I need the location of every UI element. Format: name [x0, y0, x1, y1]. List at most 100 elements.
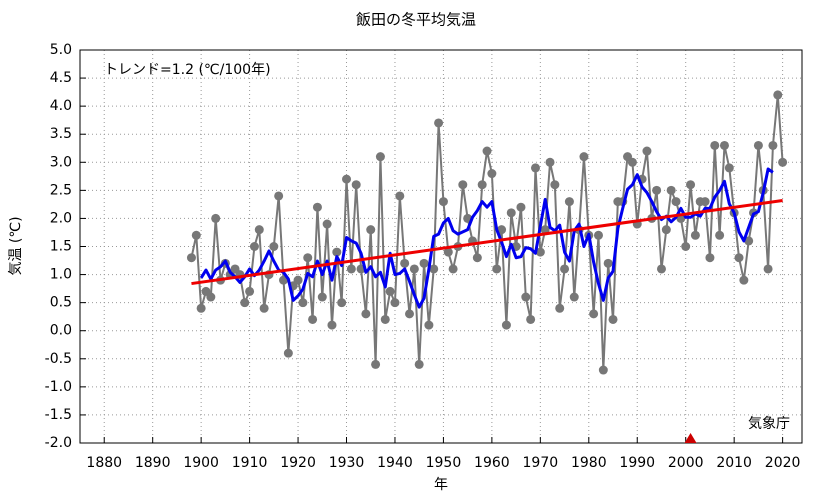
trend-annotation: トレンド=1.2 (℃/100年): [104, 62, 271, 78]
data-point: [700, 197, 710, 207]
y-tick-label: -1.0: [45, 379, 72, 395]
data-point: [303, 253, 313, 263]
data-point: [540, 225, 550, 235]
data-point: [564, 197, 574, 207]
data-point: [342, 174, 352, 184]
data-point: [254, 225, 264, 235]
data-point: [337, 298, 347, 308]
data-point: [206, 292, 216, 302]
data-point: [424, 320, 434, 330]
data-point: [438, 197, 448, 207]
data-point: [434, 118, 444, 128]
data-point: [656, 264, 666, 274]
data-point: [627, 157, 637, 167]
data-point: [186, 253, 196, 263]
data-point: [724, 163, 734, 173]
data-point: [405, 309, 415, 319]
data-point: [555, 303, 565, 313]
y-tick-label: -1.5: [45, 407, 72, 423]
data-point: [191, 230, 201, 240]
data-point: [642, 146, 652, 156]
y-axis-title: 気温 (℃): [8, 216, 24, 275]
data-point: [283, 348, 293, 358]
data-point: [371, 359, 381, 369]
data-point: [516, 202, 526, 212]
x-tick-label: 1950: [426, 455, 462, 471]
trend-line: [191, 198, 783, 286]
data-point: [366, 225, 376, 235]
x-tick-label: 1990: [619, 455, 655, 471]
y-tick-label: 3.5: [50, 126, 72, 142]
data-point: [249, 242, 259, 251]
x-tick-label: 1970: [523, 455, 559, 471]
data-point: [385, 286, 395, 296]
data-point: [274, 191, 284, 201]
data-point: [773, 90, 783, 100]
data-point: [608, 314, 618, 324]
data-point: [269, 242, 279, 251]
data-point: [472, 253, 482, 263]
data-point: [521, 292, 531, 302]
x-tick-label: 1980: [571, 455, 607, 471]
data-point: [569, 292, 579, 302]
data-point: [414, 359, 424, 369]
data-point: [661, 225, 671, 235]
data-point: [196, 303, 206, 313]
data-point: [598, 365, 608, 375]
data-point: [429, 264, 439, 274]
data-point: [395, 191, 405, 201]
data-point: [690, 230, 700, 240]
x-axis-title: 年: [434, 477, 448, 493]
data-point: [589, 309, 599, 319]
data-point: [240, 298, 250, 308]
y-tick-label: 4.5: [50, 70, 72, 86]
data-point: [535, 247, 545, 257]
data-point: [322, 219, 332, 229]
data-point: [351, 180, 361, 190]
y-tick-label: 4.0: [50, 98, 72, 114]
source-annotation: 気象庁: [748, 416, 790, 432]
data-point: [375, 152, 385, 162]
data-point: [526, 314, 536, 324]
data-point: [400, 258, 410, 268]
data-point: [652, 185, 662, 195]
data-point: [753, 140, 763, 150]
data-point: [686, 180, 696, 190]
data-point: [739, 275, 749, 285]
x-tick-label: 1880: [86, 455, 122, 471]
x-tick-label: 1960: [474, 455, 510, 471]
y-tick-label: -0.5: [45, 351, 72, 367]
y-tick-label: 2.0: [50, 210, 72, 226]
data-point: [332, 247, 342, 257]
y-tick-label: -2.0: [45, 435, 72, 451]
data-point: [409, 264, 419, 274]
x-tick-label: 1940: [377, 455, 413, 471]
data-point: [671, 197, 681, 207]
data-point: [530, 163, 540, 173]
data-point: [545, 157, 555, 167]
data-point: [317, 292, 327, 302]
data-point: [603, 258, 613, 268]
y-tick-label: 5.0: [50, 42, 72, 58]
data-point: [579, 152, 589, 162]
data-point: [293, 275, 303, 285]
data-point: [211, 213, 221, 223]
data-point: [390, 298, 400, 308]
data-point: [259, 303, 269, 313]
data-point: [312, 202, 322, 212]
x-tick-label: 1910: [232, 455, 268, 471]
y-tick-label: 1.5: [50, 239, 72, 255]
chart-title: 飯田の冬平均気温: [356, 11, 476, 29]
y-tick-label: 3.0: [50, 154, 72, 170]
data-point: [346, 264, 356, 274]
x-tick-label: 1900: [183, 455, 219, 471]
data-point: [419, 258, 429, 268]
event-marker: [684, 433, 697, 443]
y-tick-label: 0.0: [50, 323, 72, 339]
data-point: [710, 140, 720, 150]
x-tick-label: 1920: [280, 455, 316, 471]
data-point: [361, 309, 371, 319]
data-point: [448, 264, 458, 274]
x-tick-label: 1890: [135, 455, 171, 471]
